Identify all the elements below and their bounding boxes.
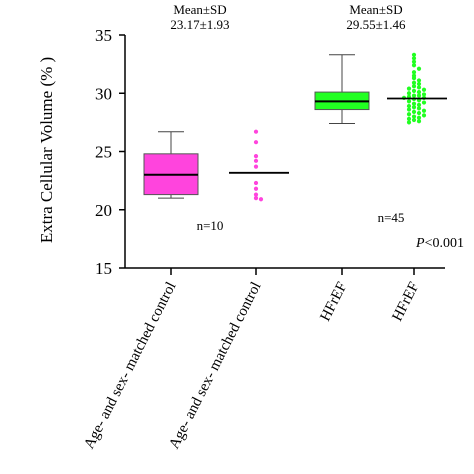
hfref-data-point [416,78,422,83]
hfref-data-point [406,103,412,109]
box-plots [143,54,370,199]
hfref-data-point [406,107,412,112]
hfref-data-point [416,110,422,116]
control-data-point [253,140,259,145]
hfref-data-point [406,120,412,125]
hfref-data-point [416,66,422,71]
y-ticks: 15 20 25 30 35 [95,26,125,278]
p-prefix: P [415,236,425,251]
hfref-data-point [411,70,417,75]
hfref-data-point [411,117,417,123]
hfref-data-point [406,91,412,96]
control-data-point [253,129,259,134]
y-tick-label: 15 [95,259,112,278]
control-data-point [258,197,264,202]
hfref-data-point [416,119,422,124]
hfref-data-point [411,109,417,114]
y-tick-label: 30 [95,84,112,103]
hfref-data-point [421,92,427,97]
hfref-stats-value: 29.55±1.46 [346,17,406,32]
control-stats-value: 23.17±1.93 [170,17,229,32]
control-data-point [253,192,259,197]
hfref-data-point [421,108,427,113]
x-tick-label: Age- and sex- matched control [166,280,264,452]
control-data-point [253,154,259,159]
y-tick-label: 20 [95,201,112,220]
hfref-data-point [411,84,417,89]
hfref-data-point [416,81,422,87]
control-n-label: n=10 [197,218,224,233]
y-axis-label: Extra Cellular Volume (% ) [37,57,56,243]
hfref-data-point [411,80,417,85]
hfref-data-point [416,106,422,111]
hfref-data-point [411,76,417,81]
hfref-data-point [411,114,417,119]
hfref-data-point [411,52,417,57]
hfref-data-point [406,116,412,121]
x-tick-label: Age- and sex- matched control [81,280,179,452]
scatter-points [229,52,447,202]
x-tick-label: HFrEF [317,280,350,324]
p-value: P<0.001 [415,236,464,251]
hfref-data-point [416,89,422,95]
control-data-point [253,180,259,186]
hfref-data-point [406,86,412,91]
p-value-text: <0.001 [425,236,464,251]
hfref-data-point [406,99,412,104]
hfref-data-point [411,56,417,61]
hfref-data-point [416,102,422,107]
hfref-data-point [411,63,417,68]
hfref-data-point [416,85,422,90]
hfref-data-point [411,101,417,106]
control-data-point [253,196,259,201]
hfref-data-point [416,93,422,98]
hfref-data-point [421,87,427,92]
x-tick-label: HFrEF [389,280,422,324]
hfref-data-point [421,113,427,118]
control-data-point [253,158,259,163]
hfref-data-point [411,105,417,110]
hfref-data-point [416,115,422,120]
control-data-point [253,186,259,191]
hfref-data-point [411,88,417,94]
control-data-point [253,164,259,169]
hfref-data-point [411,93,417,98]
y-tick-label: 25 [95,143,112,162]
control-stats-title: Mean±SD [173,2,226,17]
hfref-data-point [421,100,427,105]
hfref-data-point [411,59,417,64]
y-tick-label: 35 [95,26,112,45]
hfref-data-point [406,112,412,117]
hfref-stats-title: Mean±SD [349,2,402,17]
hfref-n-label: n=45 [378,210,405,225]
